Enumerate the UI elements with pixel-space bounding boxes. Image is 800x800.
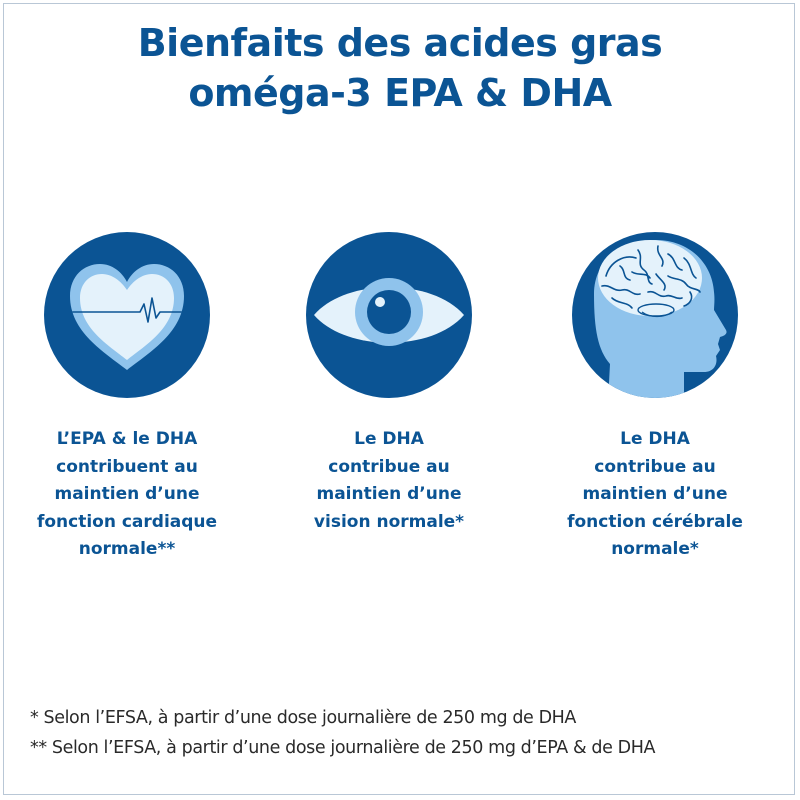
benefit-heart: L’EPA & le DHA contribuent au maintien d… — [7, 232, 247, 564]
benefit-brain: Le DHA contribue au maintien d’une fonct… — [535, 232, 775, 564]
caption-line: vision normale* — [313, 511, 465, 532]
eye-icon — [306, 232, 472, 398]
heart-icon — [44, 232, 210, 398]
benefit-heart-caption: L’EPA & le DHA contribuent au maintien d… — [7, 426, 247, 564]
benefit-brain-caption: Le DHA contribue au maintien d’une fonct… — [535, 426, 775, 564]
title-line-1: Bienfaits des acides gras — [137, 21, 663, 65]
footnote-dha: * Selon l’EFSA, à partir d’une dose jour… — [30, 708, 576, 728]
caption-line: maintien d’une — [316, 484, 462, 504]
caption-line: Le DHA — [620, 429, 690, 449]
title-line-2: oméga-3 EPA & DHA — [188, 71, 612, 115]
caption-line: Le DHA — [354, 429, 424, 449]
caption-line: normale** — [78, 539, 176, 559]
footnote-epa-dha: ** Selon l’EFSA, à partir d’une dose jou… — [30, 738, 656, 758]
brain-head-icon — [572, 232, 738, 398]
caption-line: normale* — [611, 539, 699, 559]
caption-line: L’EPA & le DHA — [56, 429, 198, 449]
caption-line: maintien d’une — [582, 484, 728, 504]
benefit-eye: Le DHA contribue au maintien d’une visio… — [269, 232, 509, 536]
page-frame — [3, 3, 795, 795]
page-title: Bienfaits des acides gras oméga-3 EPA & … — [0, 18, 800, 118]
caption-line: contribuent au — [56, 456, 198, 477]
footnotes: * Selon l’EFSA, à partir d’une dose jour… — [30, 703, 655, 763]
caption-line: contribue au — [328, 456, 450, 477]
benefit-eye-caption: Le DHA contribue au maintien d’une visio… — [269, 426, 509, 536]
caption-line: contribue au — [594, 456, 716, 477]
caption-line: fonction cardiaque — [36, 511, 218, 532]
caption-line: fonction cérébrale — [567, 511, 743, 532]
caption-line: maintien d’une — [54, 484, 200, 504]
